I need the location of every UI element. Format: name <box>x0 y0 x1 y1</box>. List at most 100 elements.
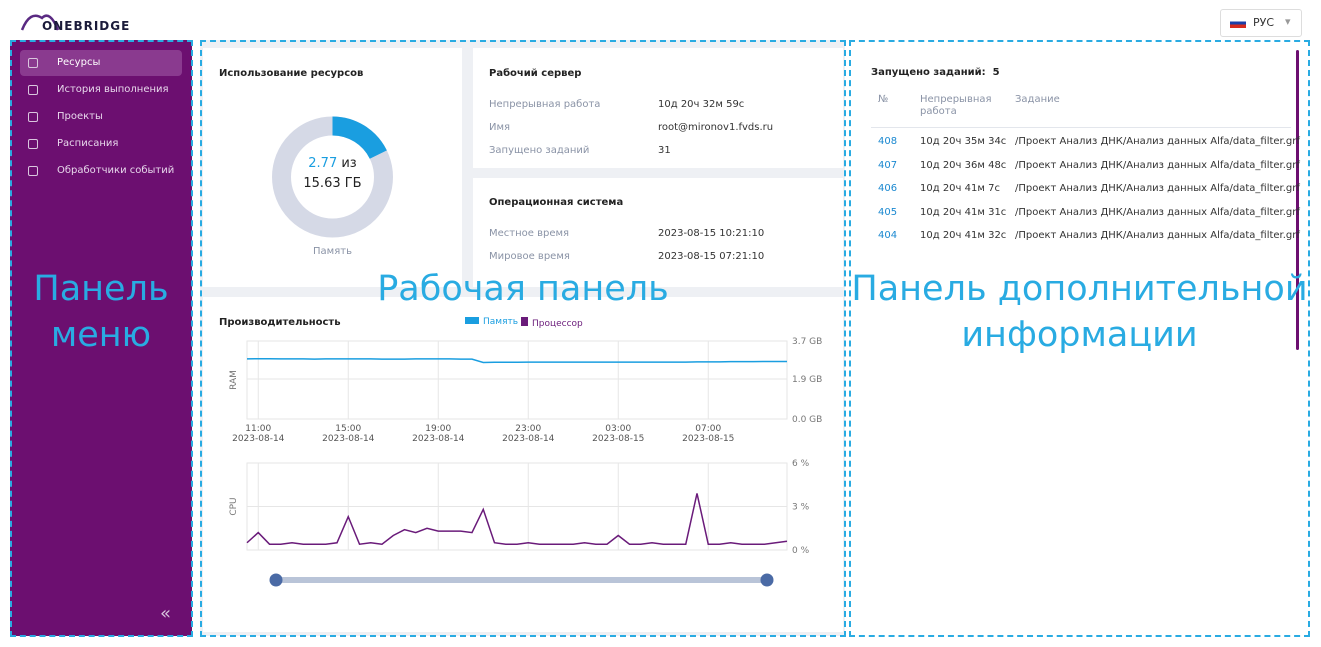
resources-card: Использование ресурсов 2.77 из 15.63 ГБ … <box>203 48 462 287</box>
job-cell: 10д 20ч 41м 31с <box>920 206 1007 218</box>
donut-label: Память <box>313 246 352 257</box>
annotation: Панель дополнительной информации <box>851 269 1308 355</box>
y-tick-label: 0.0 GB <box>792 415 822 425</box>
x-tick-label: 15:00 2023-08-14 <box>322 424 375 444</box>
legend-item[interactable]: Память <box>465 317 518 327</box>
jobs-title: Запущено заданий: 5 <box>871 67 1000 78</box>
server-card: Рабочий сервер Непрерывная работа 10д 20ч… <box>473 48 843 168</box>
jobs-title-text: Запущено заданий: <box>871 67 986 78</box>
x-tick-label: 11:00 2023-08-14 <box>232 424 285 444</box>
charts: 0.0 GB 1.9 GB 3.7 GB RAM 0 % 3 % 6 % CPU <box>229 337 822 587</box>
donut <box>272 116 393 238</box>
x-tick-label: 07:00 2023-08-15 <box>682 424 735 444</box>
legend-item[interactable]: Процессор <box>521 317 583 329</box>
card-title: Операционная система <box>489 197 624 208</box>
job-id[interactable]: 408 <box>878 136 898 147</box>
column-header: Задание <box>1015 94 1060 105</box>
menu-label: Обработчики событий <box>57 165 175 176</box>
x-tick-label: 19:00 2023-08-14 <box>412 424 465 444</box>
range-handle[interactable] <box>760 573 774 587</box>
info-label: Мировое время <box>489 251 570 262</box>
menu-icon <box>28 85 38 95</box>
menu-icon <box>28 58 38 68</box>
menu-icon <box>28 112 38 122</box>
info-label: Местное время <box>489 228 570 239</box>
caret: ▾ <box>1285 15 1291 28</box>
jobs-count: 5 <box>992 67 1000 78</box>
menu-item[interactable]: Ресурсы <box>20 50 182 76</box>
used: 2.77 <box>308 156 338 171</box>
y-tick-label: 6 % <box>792 459 810 469</box>
column-header: Непрерывная работа <box>920 94 992 117</box>
annotation-frame <box>849 40 1310 637</box>
unit: ГБ <box>344 176 362 191</box>
jobs-panel: Запущено заданий: 5 № Непрерывная работа З… <box>853 48 1305 632</box>
info-label: Непрерывная работа <box>489 99 601 110</box>
y-tick-label: 3 % <box>792 503 810 513</box>
menu-item[interactable]: Обработчики событий <box>20 158 182 184</box>
menu-item[interactable]: История выполнения <box>20 77 182 103</box>
job-id[interactable]: 407 <box>878 159 898 171</box>
performance-card: Производительность Память Процессор <box>203 297 843 632</box>
menu-label: Расписания <box>57 138 119 149</box>
info-value: 31 <box>658 145 671 156</box>
y-tick-label: 1.9 GB <box>792 375 822 385</box>
sidebar <box>10 40 192 636</box>
data-line <box>246 493 788 546</box>
menu-item[interactable]: Проекты <box>20 104 182 130</box>
logo-mark <box>20 14 60 31</box>
donut-value: 2.77 из <box>203 156 462 171</box>
job-cell: /Проект Анализ ДНК/Анализ данных Alfa/da… <box>1015 136 1300 147</box>
job-cell: 10д 20ч 41м 7с <box>920 183 1000 194</box>
job-cell: /Проект Анализ ДНК/Анализ данных Alfa/da… <box>1015 206 1300 218</box>
job-id[interactable]: 406 <box>878 183 898 194</box>
scrollbar[interactable] <box>1296 50 1299 350</box>
info-value: root@mironov1.fvds.ru <box>658 122 774 133</box>
x-tick-label: 03:00 2023-08-15 <box>592 424 645 444</box>
job-id[interactable]: 404 <box>878 230 898 241</box>
job-id[interactable]: 405 <box>878 206 898 218</box>
x-tick-label: 23:00 2023-08-14 <box>502 424 555 444</box>
info-value: 10д 20ч 32м 59с <box>658 99 745 110</box>
job-cell: 10д 20ч 35м 34с <box>920 136 1007 147</box>
card-title: Использование ресурсов <box>219 68 364 79</box>
info-label: Имя <box>489 122 511 133</box>
total: 15.63 <box>303 176 341 191</box>
card-title: Производительность <box>219 317 341 328</box>
job-cell: /Проект Анализ ДНК/Анализ данных Alfa/da… <box>1015 159 1300 171</box>
annotation-frame <box>10 40 193 637</box>
legend-label: Процессор <box>532 319 583 329</box>
job-cell: 10д 20ч 36м 48с <box>920 159 1007 171</box>
card-title: Рабочий сервер <box>489 68 582 79</box>
annotation: Рабочая панель <box>377 269 669 309</box>
flag <box>1230 18 1246 28</box>
range-handle[interactable] <box>269 573 283 587</box>
donut-total: 15.63 ГБ <box>203 176 462 191</box>
column-header: № <box>878 94 889 105</box>
y-axis-label: CPU <box>229 497 239 515</box>
donut-arc <box>272 116 393 238</box>
menu-icon <box>28 139 38 149</box>
data-line <box>246 357 787 364</box>
of: из <box>341 156 357 171</box>
logo[interactable]: ONEBRIDGE <box>20 8 130 34</box>
language: РУС <box>1253 16 1275 29</box>
y-axis-label: RAM <box>229 370 239 390</box>
menu-label: История выполнения <box>57 84 169 95</box>
info-value: 2023-08-15 10:21:10 <box>658 228 765 239</box>
collapse-button[interactable]: « <box>160 603 172 624</box>
info-label: Запущено заданий <box>489 145 590 156</box>
language-select[interactable]: РУС ▾ <box>1220 9 1302 37</box>
y-tick-label: 3.7 GB <box>792 337 822 347</box>
os-card: Операционная система Местное время 2023-0… <box>473 178 843 287</box>
annotation: Панель меню <box>33 269 169 355</box>
menu-item[interactable]: Расписания <box>20 131 182 157</box>
info-value: 2023-08-15 07:21:10 <box>658 251 765 262</box>
menu-icon <box>28 166 38 176</box>
job-cell: /Проект Анализ ДНК/Анализ данных Alfa/da… <box>1015 183 1300 194</box>
logo-text: ONEBRIDGE <box>42 19 131 33</box>
job-cell: /Проект Анализ ДНК/Анализ данных Alfa/da… <box>1015 230 1300 241</box>
menu-label: Ресурсы <box>57 57 101 68</box>
y-tick-label: 0 % <box>792 546 810 556</box>
